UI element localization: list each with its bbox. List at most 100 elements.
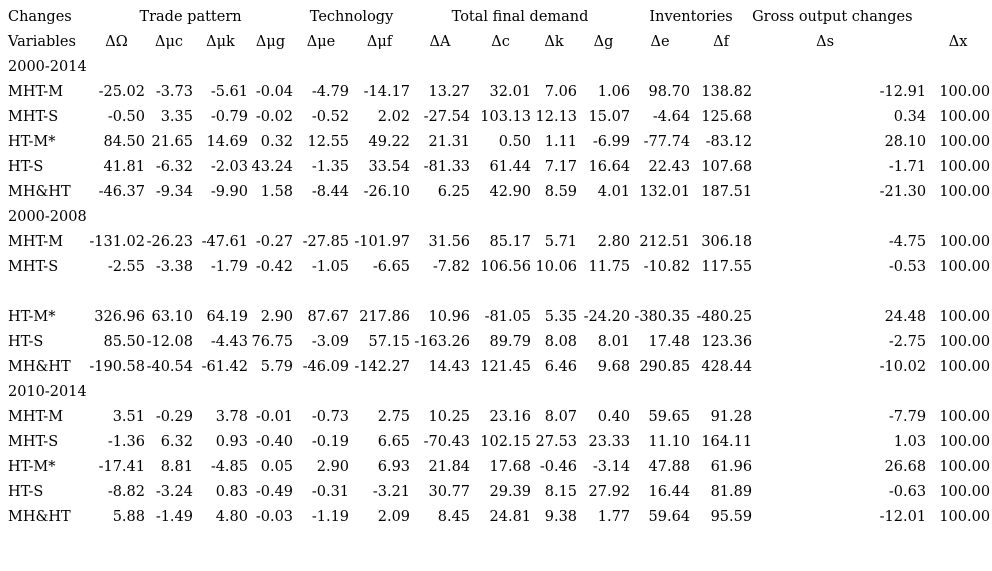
- cell-c: 85.17: [489, 233, 532, 250]
- cell-f: 107.68: [701, 158, 753, 175]
- cell-x: 100.00: [939, 508, 991, 525]
- cell-c: 21.65: [151, 133, 193, 150]
- cell-a: 10.25: [428, 408, 471, 425]
- cell-c: -6.32: [155, 158, 193, 175]
- cell-f: -14.17: [363, 83, 411, 100]
- cell-c: -26.23: [146, 233, 193, 250]
- decomposition-table: Changes Trade pattern Technology Total fina…: [0, 4, 992, 529]
- cell-c: 8.81: [160, 458, 193, 475]
- cell-e: 290.85: [639, 358, 691, 375]
- row-label: MHT-M: [8, 83, 64, 100]
- column-header-g: Δg: [593, 33, 614, 50]
- cell-e: -0.73: [311, 408, 350, 425]
- cell-s: -0.63: [888, 483, 927, 500]
- data-row-mht-s: MHT-S -0.50 3.35 -0.79 -0.02 -0.52 2.02 -27.54 1…: [0, 104, 992, 129]
- cell-a: 14.43: [428, 358, 471, 375]
- cell-s: -1.71: [888, 158, 927, 175]
- cell-s: -12.01: [879, 508, 927, 525]
- cell-s: -4.75: [888, 233, 927, 250]
- cell-f: -480.25: [696, 308, 753, 325]
- cell-k: 5.35: [544, 308, 578, 325]
- row-label: HT-S: [8, 158, 44, 175]
- cell-k: 12.13: [535, 108, 578, 125]
- cell-k: 7.17: [544, 158, 578, 175]
- cell-k: 5.71: [544, 233, 578, 250]
- cell-k: -4.43: [210, 333, 248, 350]
- group-header-total-final-demand: Total final demand: [451, 8, 589, 25]
- cell-f: 138.82: [701, 83, 753, 100]
- cell-k: 8.15: [544, 483, 578, 500]
- cell-e: -77.74: [643, 133, 691, 150]
- cell-k: -61.42: [201, 358, 248, 375]
- cell-g: 2.90: [260, 308, 294, 325]
- column-header-e: Δe: [650, 33, 670, 50]
- cell-f: 164.11: [701, 433, 753, 450]
- cell-k: 64.19: [206, 308, 248, 325]
- spacer-cell: [0, 279, 992, 304]
- period-label-2000-2014: 2000-2014: [8, 58, 87, 75]
- cell-e: 12.55: [307, 133, 350, 150]
- table-header: Changes Trade pattern Technology Total fina…: [0, 4, 992, 54]
- cell-e: -4.79: [311, 83, 350, 100]
- cell-c: -1.49: [155, 508, 193, 525]
- row-label: MHT-S: [8, 108, 59, 125]
- column-header-c: Δμc: [154, 33, 184, 50]
- group-header-gross-output-changes: Gross output changes: [752, 8, 913, 25]
- cell-f: 33.54: [368, 158, 411, 175]
- cell-f: 2.75: [377, 408, 411, 425]
- cell-f: -101.97: [354, 233, 411, 250]
- row-label: MHT-M: [8, 408, 64, 425]
- cell-x: 100.00: [939, 133, 991, 150]
- cell-c: -3.73: [155, 83, 193, 100]
- cell-f: 81.89: [710, 483, 753, 500]
- cell-f: 95.59: [710, 508, 753, 525]
- cell-g: -0.01: [255, 408, 294, 425]
- cell-g: 11.75: [588, 258, 631, 275]
- cell-f: 428.44: [701, 358, 753, 375]
- cell-a: 10.96: [428, 308, 471, 325]
- cell-x: 100.00: [939, 83, 991, 100]
- cell-e: -1.19: [311, 508, 350, 525]
- cell-k: -9.90: [210, 183, 248, 200]
- cell-g: 76.75: [251, 333, 294, 350]
- cell-k: 0.93: [215, 433, 248, 450]
- cell-c: -12.08: [146, 333, 193, 350]
- data-row-mh-ht: MH&HT -190.58 -40.54 -61.42 5.79 -46.09 -142.2…: [0, 354, 992, 379]
- cell-e: 132.01: [639, 183, 691, 200]
- column-header-c: Δc: [491, 33, 510, 50]
- column-header-a: ΔA: [429, 33, 451, 50]
- cell-s: 24.48: [884, 308, 927, 325]
- cell-x: 100.00: [939, 108, 991, 125]
- cell-a: -70.43: [423, 433, 471, 450]
- cell-g: -6.99: [592, 133, 631, 150]
- cell-k: 27.53: [535, 433, 578, 450]
- row-label: MH&HT: [8, 508, 71, 525]
- cell-c: 63.10: [151, 308, 193, 325]
- cell-e: -8.44: [311, 183, 350, 200]
- cell-c: 42.90: [489, 183, 532, 200]
- cell-blank: 84.50: [103, 133, 145, 150]
- cell-c: -81.05: [484, 308, 532, 325]
- cell-blank: -17.41: [98, 458, 145, 475]
- cell-k: -0.46: [539, 458, 578, 475]
- data-row-mh-ht: MH&HT -46.37 -9.34 -9.90 1.58 -8.44 -26.10 6.25…: [0, 179, 992, 204]
- cell-f: -83.12: [705, 133, 753, 150]
- row-label: HT-M*: [8, 458, 56, 475]
- cell-a: 30.77: [428, 483, 471, 500]
- cell-e: 87.67: [307, 308, 350, 325]
- cell-f: 187.51: [701, 183, 753, 200]
- group-header-changes: Changes: [8, 8, 72, 25]
- column-header-row: Variables ΔΩ Δμc Δμk Δμg Δμe Δμf ΔA Δc Δk Δg Δe Δf Δs…: [0, 29, 992, 54]
- cell-f: -142.27: [354, 358, 411, 375]
- cell-c: 61.44: [489, 158, 532, 175]
- data-row-ht-s: HT-S 41.81 -6.32 -2.03 43.24 -1.35 33.54 -81.33…: [0, 154, 992, 179]
- cell-e: 11.10: [648, 433, 691, 450]
- cell-e: -380.35: [634, 308, 691, 325]
- cell-k: 10.06: [535, 258, 578, 275]
- cell-g: 15.07: [588, 108, 631, 125]
- cell-e: -0.19: [311, 433, 350, 450]
- cell-blank: 5.88: [112, 508, 145, 525]
- period-label-2000-2008: 2000-2008: [8, 208, 87, 225]
- cell-e: 212.51: [639, 233, 691, 250]
- row-label: MHT-M: [8, 233, 64, 250]
